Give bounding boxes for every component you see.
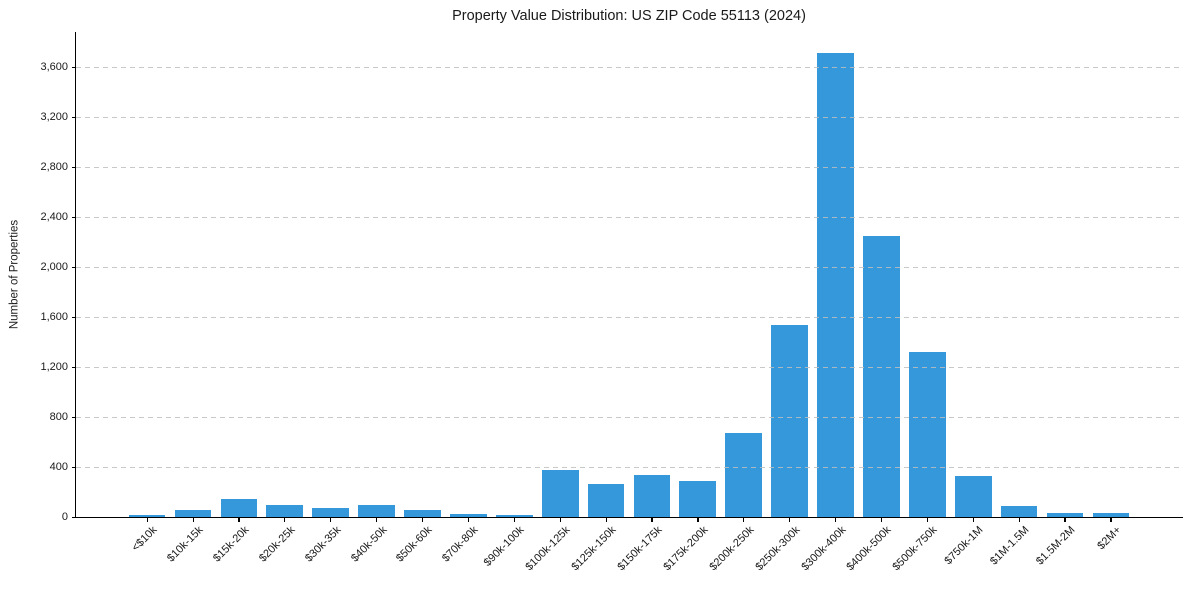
bar	[954, 475, 992, 517]
bar	[312, 507, 350, 517]
y-tick	[72, 266, 76, 268]
y-tick-label: 1,200	[40, 361, 68, 373]
chart-title: Property Value Distribution: US ZIP Code…	[452, 8, 806, 24]
x-tick	[697, 518, 699, 522]
bars-layer	[76, 32, 1182, 517]
bar	[863, 235, 900, 517]
bar	[679, 481, 717, 517]
y-tick-label: 400	[49, 461, 68, 473]
bar	[450, 513, 487, 517]
bar	[1046, 513, 1084, 517]
x-tick	[743, 518, 745, 522]
x-tick	[192, 518, 194, 522]
y-axis-label: Number of Properties	[8, 219, 21, 330]
bar	[495, 514, 533, 517]
x-tick	[1018, 518, 1020, 522]
x-tick	[376, 518, 378, 522]
bar	[1092, 512, 1130, 517]
x-tick	[513, 518, 515, 522]
y-tick	[72, 316, 76, 318]
x-tick	[835, 518, 837, 522]
y-tick	[72, 416, 76, 418]
x-tick	[1064, 518, 1066, 522]
x-tick	[146, 518, 148, 522]
bar	[725, 433, 763, 517]
x-tick	[926, 518, 928, 522]
x-tick	[421, 518, 424, 522]
bar	[220, 498, 258, 517]
y-tick-label: 3,200	[40, 111, 68, 123]
bar	[541, 469, 579, 517]
x-tick	[284, 518, 286, 522]
x-tick	[330, 518, 332, 522]
x-tick	[605, 518, 607, 522]
x-tick	[789, 518, 791, 522]
bar	[266, 504, 304, 517]
x-tick	[1110, 518, 1112, 522]
y-tick	[72, 366, 76, 368]
bar	[817, 53, 854, 517]
y-tick-label: 2,000	[40, 261, 68, 273]
bar	[404, 509, 441, 517]
bar	[1000, 505, 1038, 517]
y-tick-label: 2,400	[40, 211, 68, 223]
x-tick	[559, 518, 561, 522]
y-tick	[72, 466, 76, 468]
y-tick-label: 0	[61, 511, 68, 523]
y-tick-label: 3,600	[40, 61, 68, 73]
x-tick	[880, 518, 883, 522]
y-tick	[72, 516, 76, 518]
bar	[128, 514, 166, 517]
x-tick	[972, 518, 974, 522]
x-tick	[467, 518, 470, 522]
y-tick	[72, 216, 76, 218]
bar	[358, 505, 395, 517]
x-tick	[238, 518, 240, 522]
plot-area	[76, 32, 1182, 517]
bar	[633, 474, 671, 517]
bar	[908, 352, 946, 517]
y-axis-spine	[75, 32, 77, 518]
y-tick-label: 2,800	[40, 161, 68, 173]
y-tick	[72, 116, 76, 118]
bar	[174, 510, 212, 517]
y-tick-label: 1,600	[40, 311, 68, 323]
bar	[587, 483, 625, 517]
y-tick-label: 800	[49, 411, 68, 423]
x-tick	[651, 518, 653, 522]
x-axis-spine	[75, 517, 1183, 519]
y-tick	[72, 66, 76, 68]
y-tick	[72, 166, 76, 168]
bar	[771, 324, 808, 517]
